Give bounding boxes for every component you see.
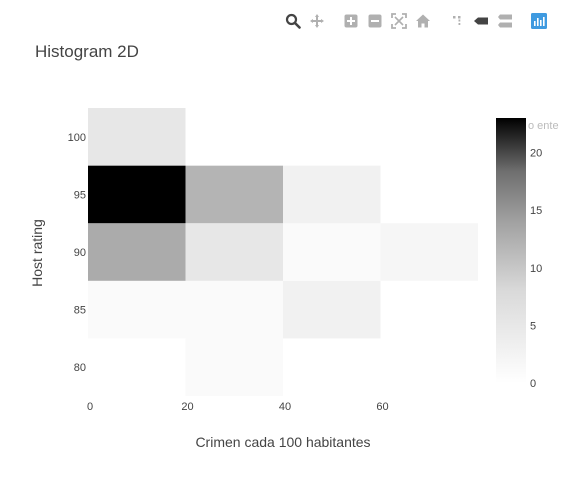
zoom-in-icon[interactable] [342,12,360,30]
heatmap-cell[interactable] [185,165,284,224]
heatmap-cell[interactable] [88,108,186,166]
colorbar-tick-label: 20 [530,148,542,160]
modebar [284,12,548,30]
spike-lines-icon[interactable] [448,12,466,30]
colorbar-tick-label: 0 [530,378,536,390]
colorbar [496,118,526,383]
hover-compare-icon[interactable] [496,12,514,30]
colorbar-title: o ente [528,120,559,132]
colorbar-ticks: 0 5 10 15 20 [530,148,542,390]
x-tick-label: 0 [87,401,93,413]
heatmap-cell[interactable] [380,165,479,224]
colorbar-tick-label: 15 [530,205,542,217]
heatmap-cell[interactable] [283,165,381,224]
heatmap-cell[interactable] [380,338,479,396]
y-tick-label: 90 [74,247,86,259]
heatmap-cell[interactable] [185,223,284,281]
heatmap-cell[interactable] [380,108,479,166]
x-axis-ticks: 0 20 40 60 [87,401,389,413]
heatmap-cells[interactable] [88,108,478,396]
x-tick-label: 40 [279,401,291,413]
chart-title: Histogram 2D [35,42,139,61]
heatmap-cell[interactable] [380,280,479,339]
autoscale-icon[interactable] [390,12,408,30]
y-axis-title: Host rating [29,219,45,287]
y-tick-label: 80 [74,362,86,374]
colorbar-tick-label: 5 [530,320,536,332]
heatmap-cell[interactable] [185,280,284,339]
heatmap-cell[interactable] [283,108,381,166]
y-tick-label: 100 [68,132,86,144]
heatmap-cell[interactable] [88,338,186,396]
x-tick-label: 20 [181,401,193,413]
reset-axes-icon[interactable] [414,12,432,30]
heatmap-cell[interactable] [283,280,381,339]
y-tick-label: 85 [74,305,86,317]
heatmap-cell[interactable] [283,338,381,396]
x-tick-label: 60 [376,401,388,413]
heatmap-cell[interactable] [185,338,284,396]
pan-icon[interactable] [308,12,326,30]
heatmap-cell[interactable] [88,280,186,339]
colorbar-tick-label: 10 [530,263,542,275]
heatmap-cell[interactable] [88,223,186,281]
heatmap-cell[interactable] [185,108,284,166]
heatmap-cell[interactable] [380,223,479,281]
x-axis-title: Crimen cada 100 habitantes [195,434,371,450]
hover-closest-icon[interactable] [472,12,490,30]
zoom-icon[interactable] [284,12,302,30]
heatmap-cell[interactable] [283,223,381,281]
zoom-out-icon[interactable] [366,12,384,30]
plotly-logo-icon[interactable] [530,12,548,30]
heatmap-cell[interactable] [88,165,186,224]
y-tick-label: 95 [74,189,86,201]
y-axis-ticks: 80 85 90 95 100 [68,132,86,374]
